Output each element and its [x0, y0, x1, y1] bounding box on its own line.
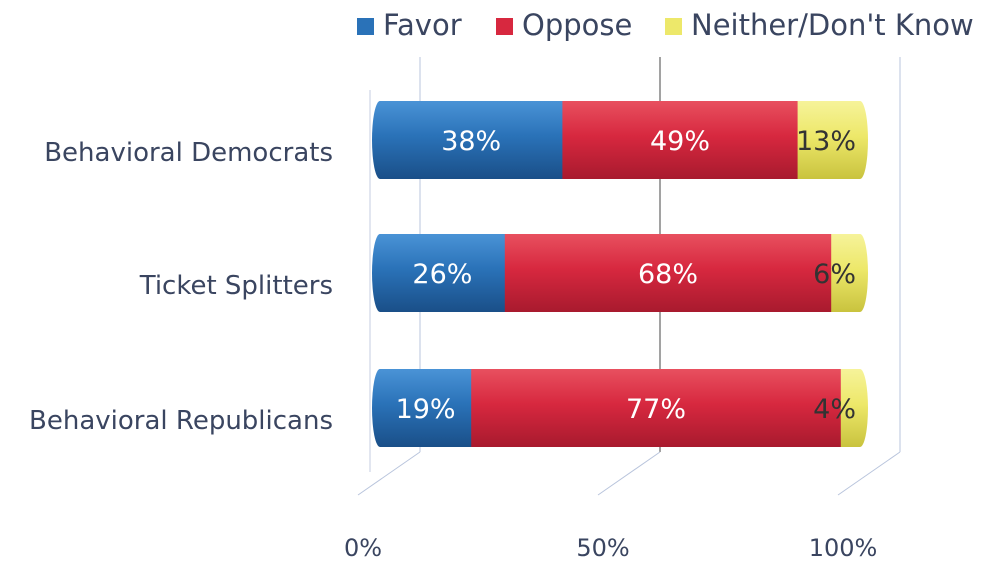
category-label-behavioral-democrats: Behavioral Democrats	[44, 138, 333, 168]
data-label-neither-don-t-know-behavioral-democrats: 13%	[796, 126, 856, 157]
data-label-favor-ticket-splitters: 26%	[412, 259, 472, 290]
bar-oppose-behavioral-republicans	[471, 369, 841, 447]
bar-favor-behavioral-republicans	[380, 369, 472, 447]
data-label-favor-behavioral-democrats: 38%	[441, 126, 501, 157]
legend-swatch-oppose	[496, 18, 513, 35]
data-label-neither-don-t-know-ticket-splitters: 6%	[813, 259, 856, 290]
x-tick-0: 0%	[344, 534, 382, 561]
bar-oppose-behavioral-democrats	[562, 101, 798, 179]
data-label-favor-behavioral-republicans: 19%	[396, 394, 456, 425]
bar-edge-neither-don-t-know-ticket-splitters	[852, 234, 868, 312]
category-label-ticket-splitters: Ticket Splitters	[139, 271, 333, 301]
bar-edge-neither-don-t-know-behavioral-republicans	[852, 369, 868, 447]
bar-edge-neither-don-t-know-behavioral-democrats	[852, 101, 868, 179]
floor-line-0	[357, 451, 421, 496]
x-tick-100: 100%	[809, 534, 878, 561]
legend-label-neither-don-t-know: Neither/Don't Know	[691, 8, 974, 42]
category-label-behavioral-republicans: Behavioral Republicans	[29, 406, 333, 436]
floor-line-100	[837, 451, 901, 496]
x-tick-50: 50%	[576, 534, 629, 561]
bar-left-cap-behavioral-republicans	[372, 369, 388, 447]
bar-oppose-ticket-splitters	[504, 234, 832, 312]
bar-neither-don-t-know-behavioral-democrats	[797, 101, 860, 179]
legend-swatch-favor	[357, 18, 374, 35]
legend-label-oppose: Oppose	[522, 8, 632, 42]
floor-line-50	[597, 451, 661, 496]
data-label-oppose-ticket-splitters: 68%	[638, 259, 698, 290]
data-label-oppose-behavioral-democrats: 49%	[650, 126, 710, 157]
bar-favor-ticket-splitters	[380, 234, 505, 312]
bar-row-ticket-splitters: 26% 68% 6%	[372, 234, 868, 312]
bars: 38% 49% 13% 26% 68% 6% 19% 77% 4%	[372, 101, 868, 447]
data-label-neither-don-t-know-behavioral-republicans: 4%	[813, 394, 856, 425]
bar-left-cap-behavioral-democrats	[372, 101, 388, 179]
bar-favor-behavioral-democrats	[380, 101, 563, 179]
x-axis-ticks: 0% 50% 100%	[344, 534, 877, 561]
bar-left-cap-ticket-splitters	[372, 234, 388, 312]
legend-swatch-neither-don-t-know	[665, 18, 682, 35]
bar-row-behavioral-republicans: 19% 77% 4%	[372, 369, 868, 447]
data-label-oppose-behavioral-republicans: 77%	[626, 394, 686, 425]
bar-row-behavioral-democrats: 38% 49% 13%	[372, 101, 868, 179]
category-labels: Behavioral Democrats Ticket Splitters Beha…	[29, 138, 333, 436]
legend-label-favor: Favor	[383, 8, 462, 42]
legend: Favor Oppose Neither/Don't Know	[357, 8, 974, 42]
